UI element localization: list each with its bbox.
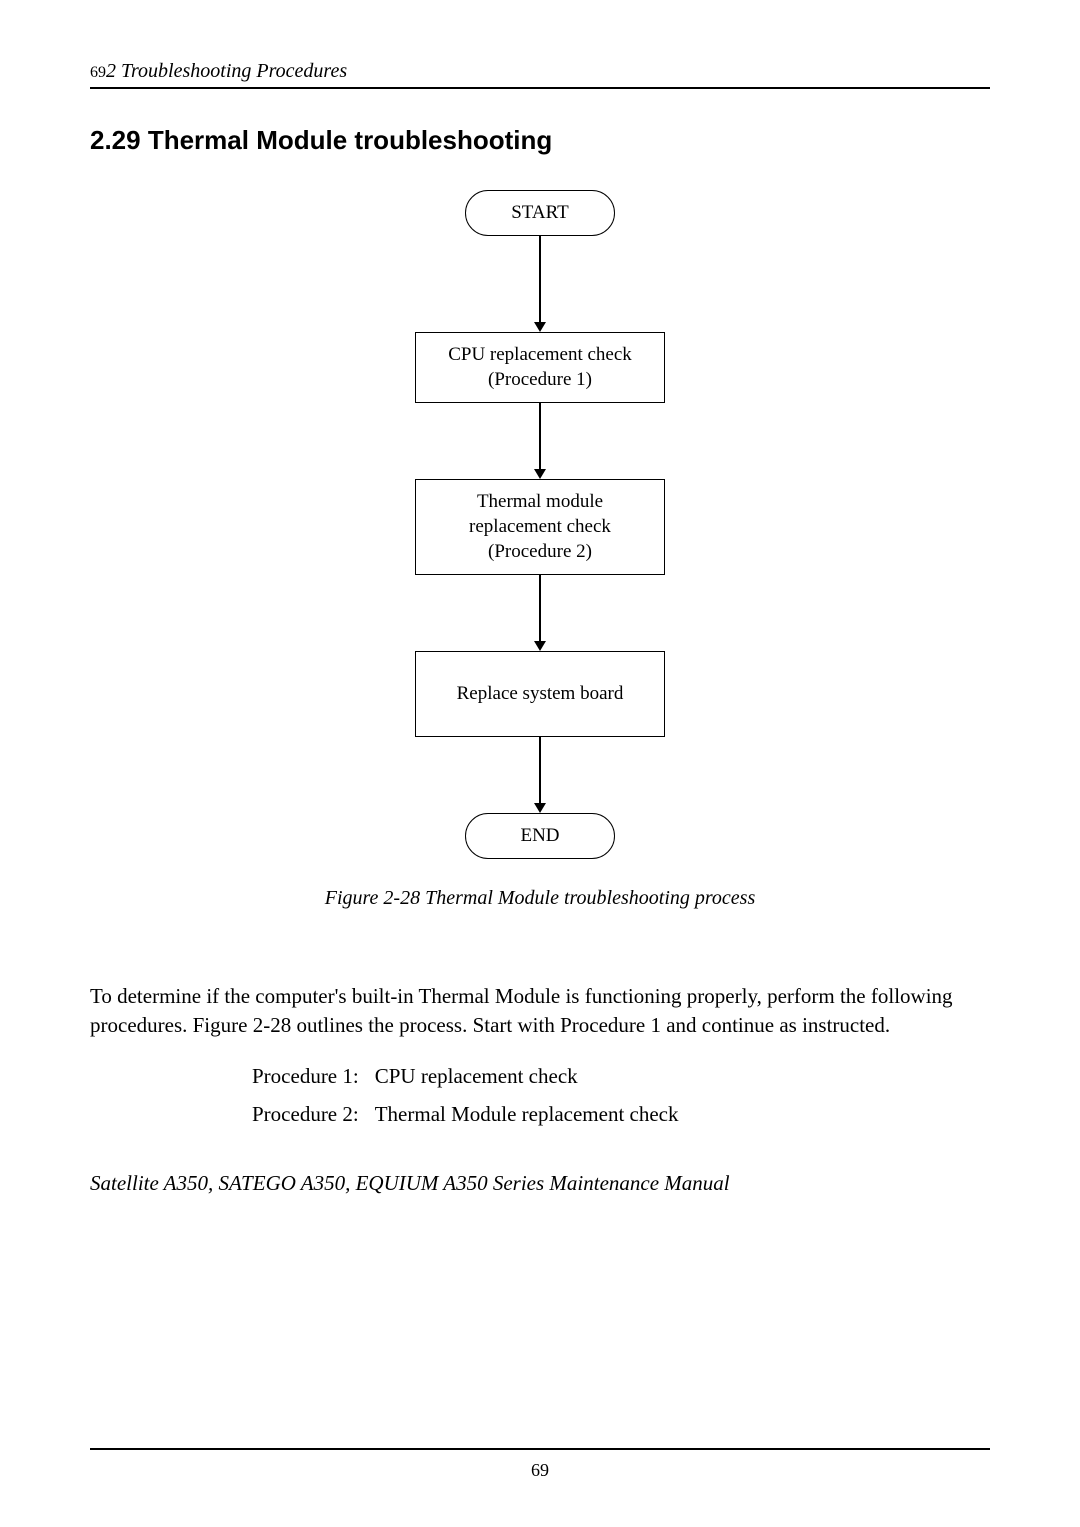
arrow-down-icon (534, 469, 546, 479)
procedure-list: Procedure 1: CPU replacement check Proce… (250, 1057, 681, 1134)
flow-line (539, 575, 541, 641)
section-title: 2.29 Thermal Module troubleshooting (90, 125, 990, 156)
flow-proc-3-text: Replace system board (457, 682, 624, 707)
flow-end: END (465, 813, 615, 859)
list-item: Procedure 1: CPU replacement check (252, 1059, 679, 1095)
flow-start: START (465, 190, 615, 236)
flow-proc-2: Thermal module replacement check (Proced… (415, 479, 665, 575)
figure-caption: Figure 2-28 Thermal Module troubleshooti… (90, 887, 990, 910)
header-title: 2 Troubleshooting Procedures (106, 60, 347, 82)
footer-page-number: 69 (531, 1460, 549, 1480)
flow-line (539, 737, 541, 803)
procedure-text: CPU replacement check (375, 1059, 679, 1095)
procedure-label: Procedure 1: (252, 1059, 373, 1095)
running-header: 692 Troubleshooting Procedures (90, 60, 990, 89)
flow-connector (534, 236, 546, 332)
flow-connector (534, 737, 546, 813)
flow-connector (534, 575, 546, 651)
flow-line (539, 403, 541, 469)
arrow-down-icon (534, 803, 546, 813)
flow-proc-2-line2: replacement check (469, 516, 611, 537)
flow-proc-3: Replace system board (415, 651, 665, 737)
arrow-down-icon (534, 641, 546, 651)
header-page-prefix: 69 (90, 64, 106, 81)
flow-proc-1-line2: (Procedure 1) (488, 369, 592, 390)
flow-connector (534, 403, 546, 479)
flow-proc-2-line3: (Procedure 2) (488, 541, 592, 562)
flow-line (539, 236, 541, 322)
procedure-label: Procedure 2: (252, 1097, 373, 1133)
flow-proc-1-line1: CPU replacement check (448, 344, 632, 365)
manual-title: Satellite A350, SATEGO A350, EQUIUM A350… (90, 1171, 990, 1196)
body-paragraph: To determine if the computer's built-in … (90, 982, 990, 1039)
list-item: Procedure 2: Thermal Module replacement … (252, 1097, 679, 1133)
flowchart: START CPU replacement check (Procedure 1… (370, 190, 710, 859)
flow-proc-2-line1: Thermal module (477, 491, 603, 512)
arrow-down-icon (534, 322, 546, 332)
flow-proc-1: CPU replacement check (Procedure 1) (415, 332, 665, 403)
procedure-text: Thermal Module replacement check (375, 1097, 679, 1133)
page-footer: 69 (90, 1448, 990, 1481)
